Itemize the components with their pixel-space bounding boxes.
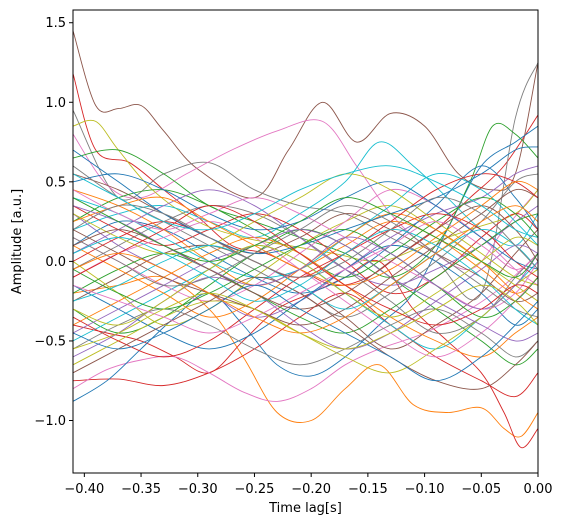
x-tick-label: −0.20 <box>291 482 331 497</box>
series-line-56 <box>73 197 538 278</box>
series-line-46 <box>73 229 538 318</box>
series-line-58 <box>73 196 538 278</box>
series-line-59 <box>73 284 538 350</box>
series-line-33 <box>73 213 538 358</box>
series-line-44 <box>73 276 538 390</box>
series-line-15 <box>73 165 538 294</box>
series-line-35 <box>73 173 538 270</box>
series-line-7 <box>73 275 538 438</box>
series-line-9 <box>73 253 538 402</box>
y-axis: −1.0 −0.5 0.0 0.5 1.0 1.5 <box>34 16 73 429</box>
series-layer <box>73 30 538 449</box>
series-line-43 <box>73 173 538 278</box>
x-tick-label: −0.05 <box>461 482 501 497</box>
y-tick-label: 1.5 <box>45 16 66 31</box>
series-line-55 <box>73 284 538 382</box>
x-tick-label: −0.10 <box>405 482 445 497</box>
y-tick-label: 0.5 <box>45 175 66 190</box>
y-tick-label: 0.0 <box>45 255 66 270</box>
series-line-38 <box>73 308 538 366</box>
series-line-8 <box>73 259 538 449</box>
plot-frame <box>72 9 539 474</box>
x-axis-label: Time lag[s] <box>268 501 342 516</box>
series-line-34 <box>73 188 538 326</box>
series-line-47 <box>73 180 538 286</box>
series-line-39 <box>73 173 538 286</box>
series-line-22 <box>73 205 538 295</box>
series-line-53 <box>73 205 538 326</box>
y-tick-label: 1.0 <box>45 96 66 111</box>
series-line-29 <box>73 268 538 374</box>
series-line-60 <box>73 165 538 238</box>
series-line-16 <box>73 189 538 294</box>
series-line-40 <box>73 229 538 310</box>
series-line-51 <box>73 221 538 334</box>
x-tick-label: −0.40 <box>64 482 104 497</box>
y-axis-label: Amplitude [a.u.] <box>10 189 25 294</box>
series-line-31 <box>73 221 538 358</box>
x-tick-label: −0.15 <box>348 482 388 497</box>
x-tick-label: −0.30 <box>178 482 218 497</box>
series-line-48 <box>73 205 538 318</box>
series-line-57 <box>73 205 538 334</box>
x-tick-label: 0.00 <box>524 482 553 497</box>
x-tick-label: −0.25 <box>235 482 275 497</box>
series-line-49 <box>73 236 538 326</box>
y-tick-label: −1.0 <box>34 414 66 429</box>
series-line-14 <box>73 229 538 350</box>
series-line-45 <box>73 146 538 255</box>
series-line-37 <box>73 213 538 318</box>
x-tick-label: −0.35 <box>121 482 161 497</box>
x-axis: −0.40 −0.35 −0.30 −0.25 −0.20 −0.15 −0.10 −0.05… <box>64 473 552 497</box>
y-tick-label: −0.5 <box>34 334 66 349</box>
